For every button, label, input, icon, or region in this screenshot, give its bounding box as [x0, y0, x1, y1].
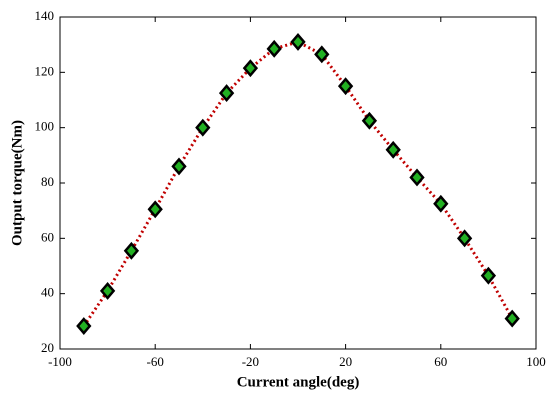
marker [147, 200, 163, 219]
marker [99, 281, 116, 300]
marker [433, 194, 449, 213]
marker [123, 241, 140, 260]
marker [337, 77, 354, 96]
marker [314, 45, 330, 64]
x-tick-label: 100 [526, 354, 546, 369]
marker [266, 39, 282, 58]
marker [218, 84, 235, 103]
y-tick-label: 100 [35, 119, 55, 134]
marker [385, 140, 401, 159]
marker [290, 32, 306, 51]
y-tick-label: 80 [41, 174, 54, 189]
marker [76, 317, 92, 335]
plot-frame [59, 16, 537, 350]
marker [480, 266, 497, 285]
y-axis-title: Output torque(Nm) [9, 120, 25, 246]
marker [504, 309, 520, 328]
x-tick-label: -60 [147, 354, 164, 369]
marker [456, 229, 473, 248]
marker [195, 118, 211, 137]
marker [242, 59, 259, 78]
x-tick-label: -20 [242, 354, 259, 369]
x-axis-title: Current angle(deg) [237, 374, 360, 390]
y-tick-label: 20 [41, 340, 54, 355]
y-tick-label: 60 [41, 229, 54, 244]
x-tick-label: 20 [339, 354, 352, 369]
x-tick-label: -100 [48, 354, 72, 369]
x-tick-label: 60 [434, 354, 447, 369]
marker [171, 157, 187, 176]
line [82, 40, 514, 327]
y-tick-label: 120 [35, 63, 55, 78]
y-tick-label: 40 [41, 285, 54, 300]
marker [361, 111, 378, 130]
marker [409, 168, 425, 187]
y-tick-label: 140 [35, 8, 55, 23]
